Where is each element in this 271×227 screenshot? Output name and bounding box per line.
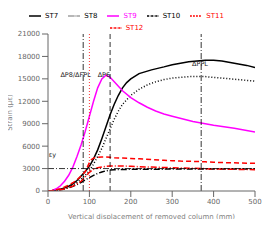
svg-text:9000: 9000 [22, 120, 40, 128]
svg-text:0: 0 [46, 198, 50, 206]
svg-text:0: 0 [36, 187, 40, 195]
svg-text:ΔP8/ΔFPL: ΔP8/ΔFPL [60, 71, 91, 79]
svg-text:εy: εy [49, 151, 57, 159]
html-text:ST10: ST10 [162, 11, 181, 20]
svg-text:300: 300 [166, 198, 179, 206]
svg-text:3000: 3000 [22, 165, 40, 173]
html-text:ST11: ST11 [206, 11, 224, 20]
html-text:ST8: ST8 [84, 11, 98, 20]
svg-text:ΔP6: ΔP6 [98, 71, 111, 79]
html-text:ST7: ST7 [45, 11, 59, 20]
svg-text:Strain (με): Strain (με) [8, 94, 14, 131]
html-text:ST12: ST12 [125, 23, 144, 32]
svg-text:21000: 21000 [18, 30, 40, 38]
svg-text:100: 100 [83, 198, 96, 206]
svg-text:200: 200 [124, 198, 137, 206]
html-text:ST9: ST9 [123, 11, 137, 20]
svg-text:12000: 12000 [18, 98, 40, 106]
svg-text:Vertical displacement of remov: Vertical displacement of removed column … [68, 213, 235, 219]
svg-text:ΔPPL: ΔPPL [192, 60, 208, 68]
svg-text:400: 400 [207, 198, 220, 206]
svg-text:500: 500 [248, 198, 261, 206]
svg-text:18000: 18000 [18, 53, 40, 61]
svg-text:15000: 15000 [18, 75, 40, 83]
svg-text:6000: 6000 [22, 143, 40, 151]
